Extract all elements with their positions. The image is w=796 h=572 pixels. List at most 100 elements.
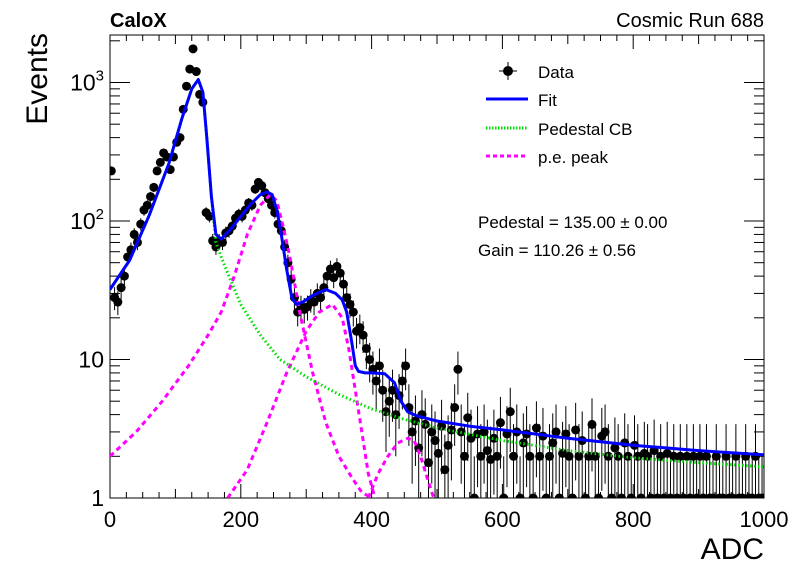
data-point	[551, 427, 561, 437]
legend-label-pe: p.e. peak	[538, 148, 608, 167]
data-point	[110, 166, 116, 176]
data-point	[191, 67, 201, 77]
x-tick-label: 800	[615, 507, 652, 532]
data-point	[459, 451, 469, 461]
data-point	[574, 451, 584, 461]
x-tick-label: 200	[222, 507, 259, 532]
y-tick-label: 1	[91, 485, 104, 511]
data-point	[397, 376, 407, 386]
data-point	[338, 279, 348, 289]
data-point	[182, 81, 192, 91]
data-point	[257, 181, 267, 191]
data-point	[391, 410, 401, 420]
y-tick-label: 102	[70, 206, 104, 234]
data-point	[427, 427, 437, 437]
data-point	[437, 421, 447, 431]
data-point	[499, 493, 509, 498]
data-point	[146, 192, 156, 202]
data-point	[636, 493, 646, 498]
data-point	[535, 451, 545, 461]
data-point	[580, 493, 590, 498]
data-point	[423, 458, 433, 468]
data-point	[332, 261, 342, 271]
y-tick-exponent: 3	[96, 68, 104, 85]
data-point	[613, 451, 623, 461]
pedestal-result-err: 0.00	[634, 213, 667, 232]
data-point	[152, 166, 162, 176]
data-point	[695, 451, 705, 461]
data-point	[149, 182, 159, 192]
pedestal-result-label: Pedestal = 135.00	[478, 213, 616, 232]
data-point	[587, 419, 597, 429]
run-label: Cosmic Run 688	[616, 10, 764, 32]
data-point	[548, 438, 558, 448]
data-point	[188, 44, 198, 54]
data-point	[384, 396, 394, 406]
data-point	[345, 299, 355, 309]
data-point	[682, 451, 692, 461]
data-point	[669, 451, 679, 461]
y-tick-base: 10	[70, 208, 96, 234]
legend: Data Fit Pedestal CB p.e. peak	[486, 62, 633, 167]
data-point	[495, 418, 505, 428]
data-point	[342, 293, 352, 303]
gain-result-label: Gain = 110.26	[478, 241, 584, 260]
data-point	[142, 200, 152, 210]
data-point	[528, 493, 538, 498]
y-tick-base: 10	[70, 70, 96, 96]
series-p-e-peak-2	[226, 302, 377, 498]
data-point	[401, 361, 411, 371]
data-point	[303, 302, 313, 312]
data-point	[329, 273, 339, 283]
legend-entry-pe: p.e. peak	[486, 148, 608, 167]
data-point	[515, 493, 525, 498]
data-point	[316, 293, 326, 303]
pedestal-result: Pedestal = 135.00 ± 0.00	[478, 213, 667, 232]
data-point	[610, 443, 620, 453]
legend-label-fit: Fit	[538, 91, 557, 110]
legend-data-marker	[503, 66, 513, 76]
data-point	[440, 465, 450, 475]
data-point	[571, 425, 581, 435]
pedestal-result-pm: ±	[620, 213, 629, 232]
data-point	[544, 451, 554, 461]
data-point	[711, 451, 721, 461]
data-point	[590, 451, 600, 461]
data-point	[701, 451, 711, 461]
data-point	[463, 413, 473, 423]
data-point	[541, 493, 551, 498]
data-point	[378, 385, 388, 395]
data-point	[371, 376, 381, 386]
data-point	[505, 407, 515, 417]
data-point	[757, 493, 764, 498]
y-tick-exponent: 2	[96, 206, 104, 223]
data-point	[433, 448, 443, 458]
gain-result-pm: ±	[589, 241, 598, 260]
series-p-e-peak-3	[366, 436, 436, 498]
data-point	[420, 419, 430, 429]
data-point	[561, 429, 571, 439]
data-point	[688, 451, 698, 461]
legend-label-data: Data	[538, 63, 574, 82]
data-point	[469, 493, 479, 498]
data-point	[129, 229, 139, 239]
y-tick-label: 10	[78, 347, 104, 373]
data-point	[626, 493, 636, 498]
data-point	[600, 427, 610, 437]
gain-result-err: 0.56	[603, 241, 636, 260]
data-point	[430, 436, 440, 446]
data-point	[453, 364, 463, 374]
data-point	[476, 451, 486, 461]
y-axis-label: Events	[21, 33, 54, 125]
data-point	[509, 451, 519, 461]
data-point	[675, 451, 685, 461]
data-point	[450, 403, 460, 413]
data-point	[374, 361, 384, 371]
data-point	[116, 283, 126, 293]
x-axis-label: ADC	[701, 533, 764, 566]
series-p-e-peak-1	[110, 193, 373, 498]
x-tick-label: 600	[484, 507, 521, 532]
experiment-label: CaloX	[110, 10, 167, 32]
data-point	[358, 330, 368, 340]
